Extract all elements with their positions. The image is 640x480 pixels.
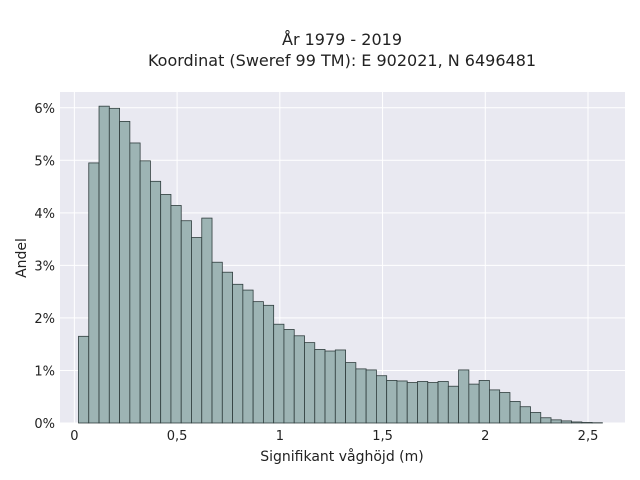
x-tick-label: 0,5 (167, 429, 188, 444)
histogram-bar (252, 301, 264, 424)
histogram-bar (232, 283, 244, 424)
histogram-bar (98, 105, 110, 424)
x-tick-label: 1,5 (372, 429, 393, 444)
histogram-bar (571, 421, 583, 424)
histogram-bar (406, 382, 418, 424)
histogram-bar (560, 420, 572, 424)
histogram-bar (273, 323, 285, 424)
histogram-bar (283, 329, 295, 424)
histogram-bar (78, 335, 90, 424)
histogram-bar (221, 271, 233, 424)
histogram-bar (304, 342, 316, 424)
histogram-bar (293, 335, 305, 424)
histogram-bar (519, 406, 531, 424)
histogram-bar (458, 369, 470, 424)
histogram-bar (108, 107, 120, 424)
histogram-bar (139, 160, 151, 424)
histogram-bar (191, 237, 203, 424)
histogram-bar (170, 205, 182, 424)
histogram-bar (499, 392, 511, 424)
chart-title-line1: År 1979 - 2019 (282, 30, 402, 49)
y-axis-label: Andel (14, 238, 30, 278)
x-tick-label: 0 (70, 429, 78, 444)
histogram-bar (386, 380, 398, 424)
histogram-bar (478, 380, 490, 424)
histogram-bar (447, 385, 459, 424)
histogram-bar (314, 349, 326, 424)
chart-title-line2: Koordinat (Sweref 99 TM): E 902021, N 64… (148, 51, 536, 70)
y-tick-label: 2% (34, 312, 55, 327)
histogram-bar (530, 412, 542, 424)
y-axis-ticks: 0% 1% 2% 3% 4% 5% 6% (34, 102, 55, 432)
histogram-bar (468, 383, 480, 424)
histogram-bar (242, 289, 254, 424)
histogram-bar (396, 380, 408, 424)
x-axis-label: Signifikant våghöjd (m) (260, 448, 423, 465)
histogram-bar (88, 162, 100, 424)
y-tick-label: 4% (34, 207, 55, 222)
histogram-bar (581, 422, 593, 424)
histogram-bar (355, 368, 367, 424)
y-tick-label: 0% (34, 417, 55, 432)
histogram-bar (345, 362, 357, 424)
histogram-bar (149, 180, 162, 424)
x-tick-label: 1 (276, 429, 284, 444)
histogram-bar (365, 369, 377, 424)
x-axis-ticks: 0 0,5 1 1,5 2 2,5 (70, 429, 598, 444)
histogram-bar (417, 381, 429, 424)
histogram-bar (334, 349, 346, 424)
histogram-bar (324, 350, 336, 424)
histogram-bar (550, 419, 562, 424)
histogram-bar (427, 382, 439, 424)
histogram-bar (211, 261, 223, 424)
histogram-bar (201, 217, 213, 424)
histogram-bar (180, 220, 192, 424)
histogram-bar (160, 194, 172, 424)
histogram-bar (540, 417, 552, 424)
histogram-bar (375, 375, 388, 424)
histogram-bar (262, 304, 275, 424)
histogram-bar (509, 401, 521, 424)
y-tick-label: 3% (34, 259, 55, 274)
histogram-bar (437, 381, 449, 424)
histogram-bar (488, 389, 501, 424)
y-tick-label: 5% (34, 154, 55, 169)
y-tick-label: 1% (34, 364, 55, 379)
x-tick-label: 2 (481, 429, 489, 444)
histogram-bars (78, 105, 603, 424)
histogram-bar (119, 121, 131, 424)
y-tick-label: 6% (34, 102, 55, 117)
histogram-bar (129, 142, 141, 424)
x-tick-label: 2,5 (578, 429, 599, 444)
